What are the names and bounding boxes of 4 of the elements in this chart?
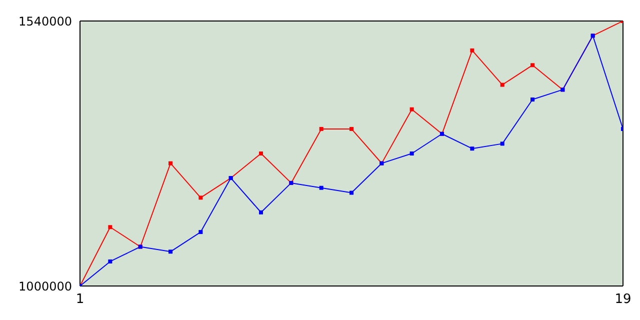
y-tick-label: 1540000 — [18, 14, 72, 28]
x-tick-label: 1 — [76, 292, 84, 308]
x-tick-label: 19 — [614, 292, 632, 308]
y-tick-label: 1000000 — [18, 279, 72, 294]
